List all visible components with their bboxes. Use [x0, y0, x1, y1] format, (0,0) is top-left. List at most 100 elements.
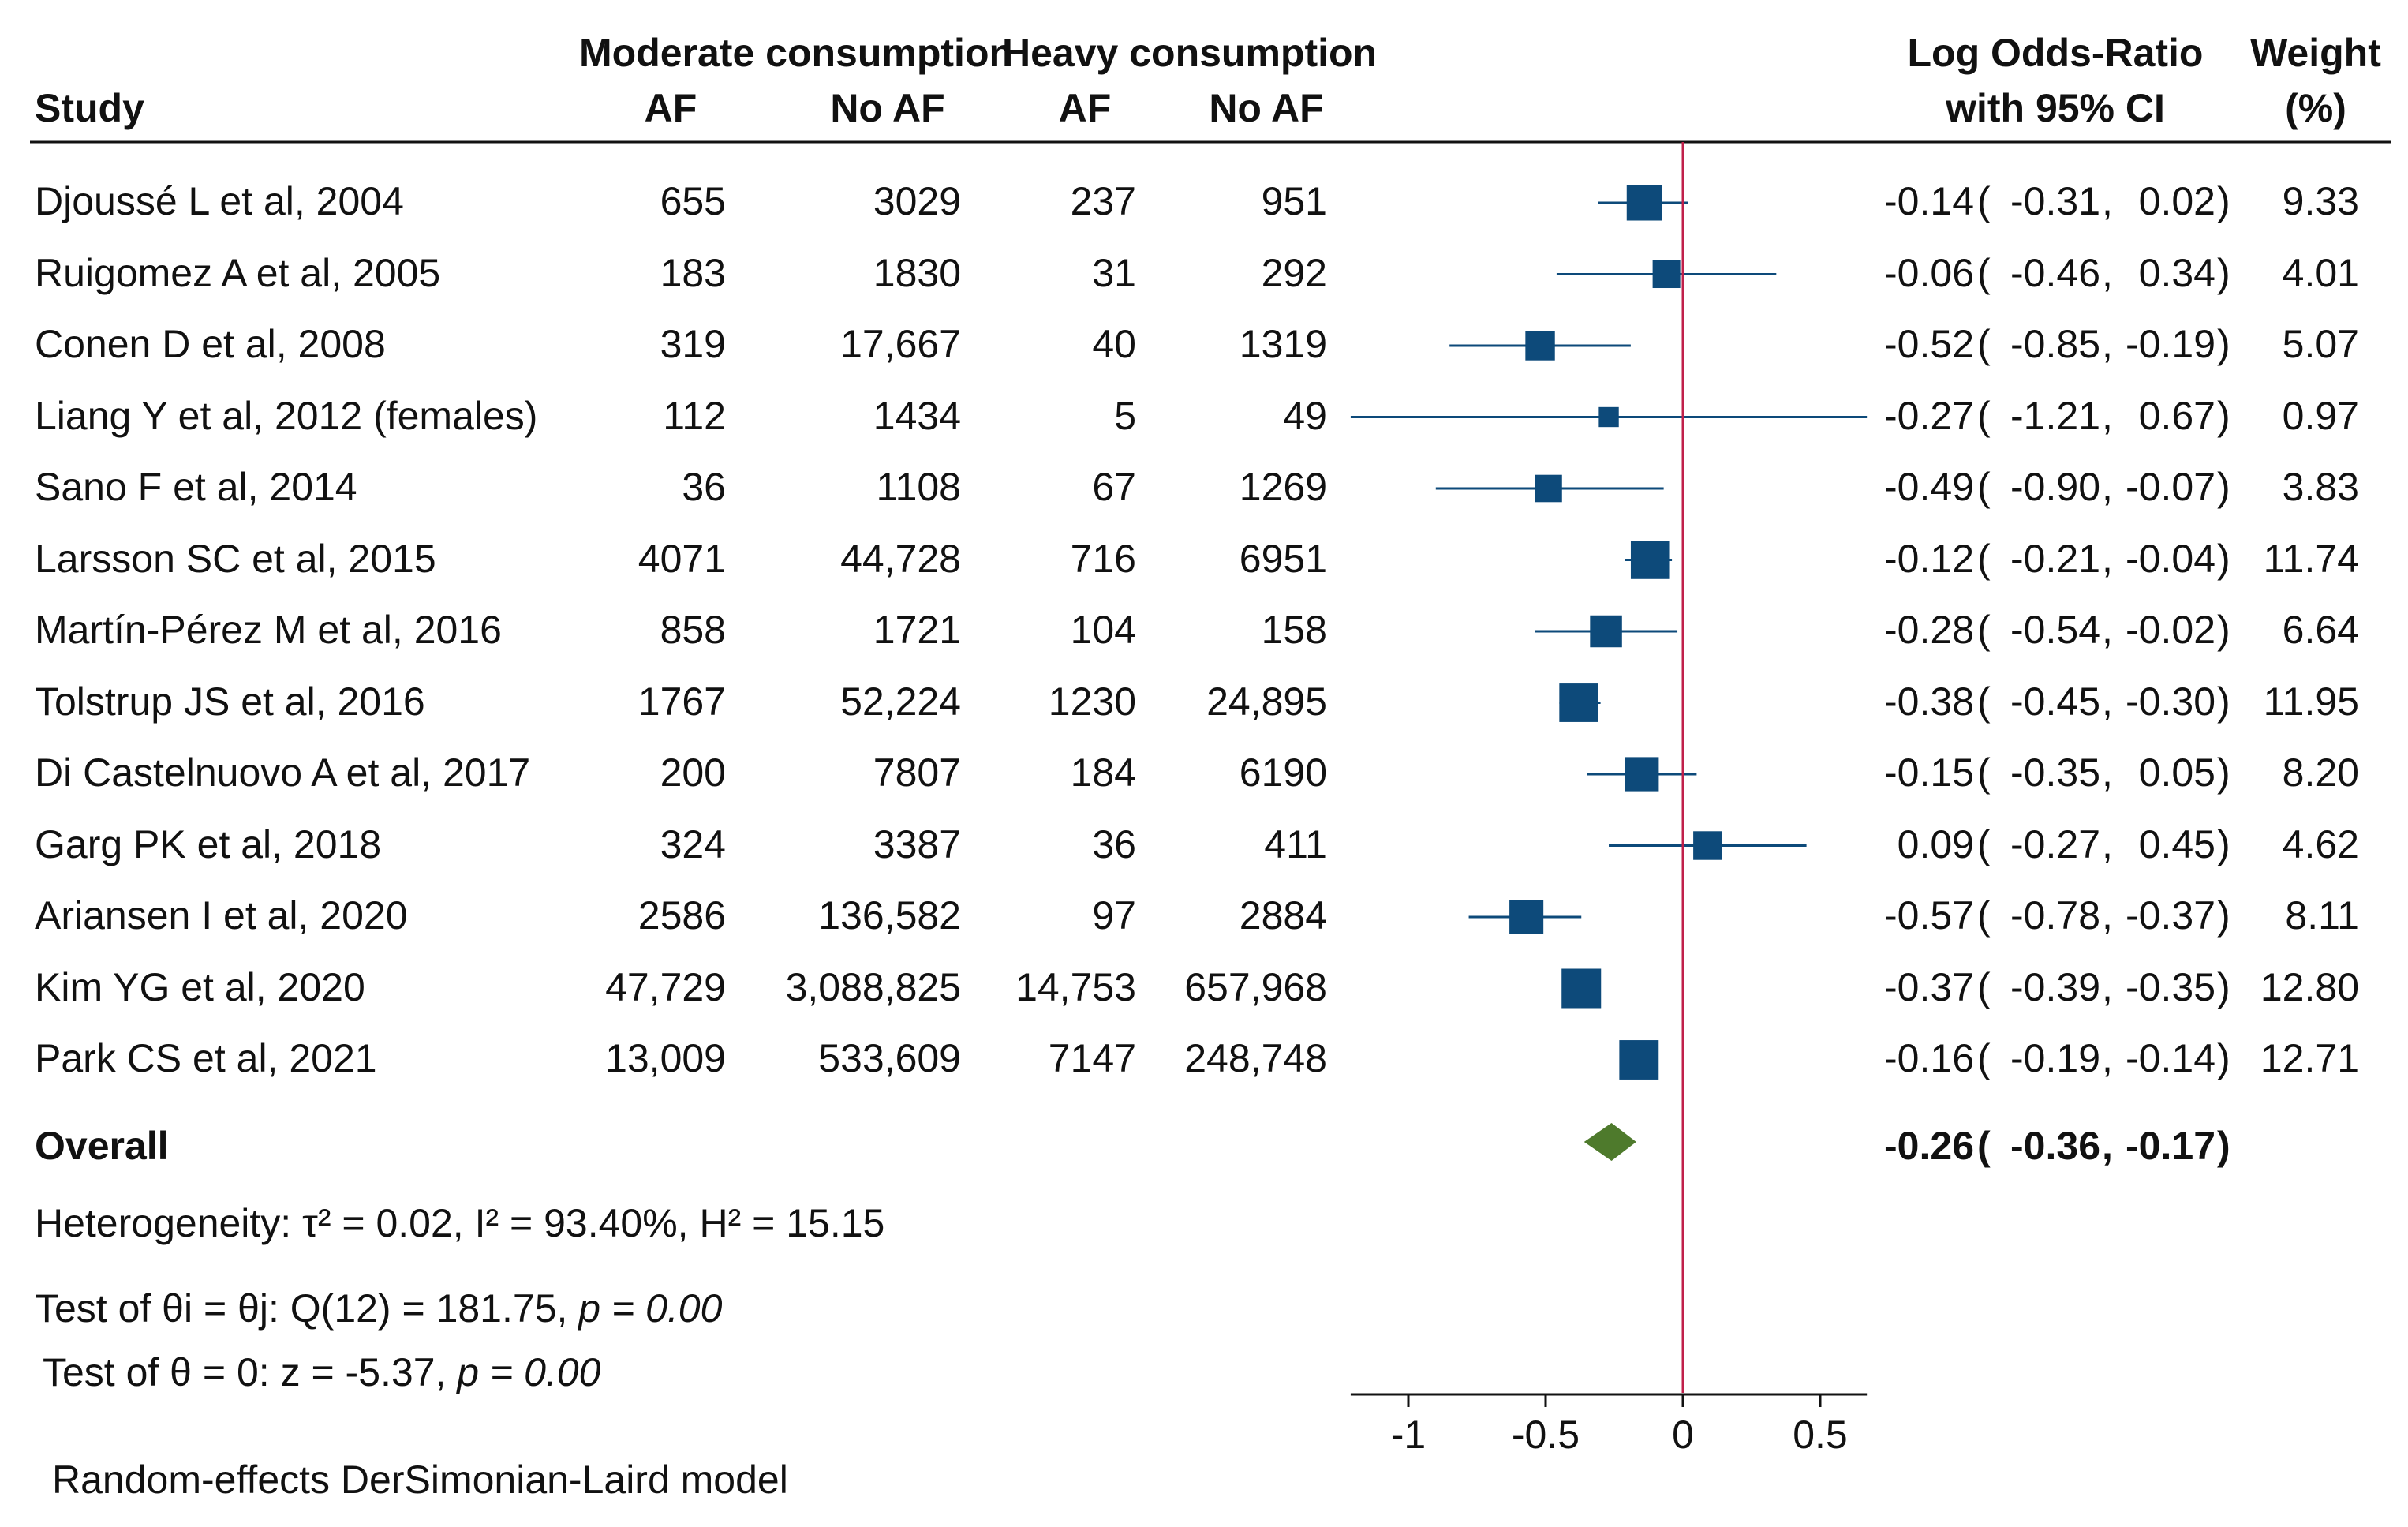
weight-header-line1: Weight — [2250, 31, 2381, 75]
effect-marker — [1619, 1040, 1659, 1080]
estimate-value: 0.09 — [1897, 822, 1974, 866]
weight-value: 5.07 — [2282, 322, 2359, 366]
ci-lower-value: -0.31 — [2010, 179, 2100, 223]
moderate-noaf-value: 533,609 — [818, 1036, 961, 1080]
heavy-af-value: 1230 — [1048, 679, 1136, 724]
weight-value: 6.64 — [2282, 608, 2359, 652]
heavy-noaf-value: 657,968 — [1184, 965, 1327, 1009]
effect-marker — [1590, 615, 1622, 648]
effect-marker — [1693, 831, 1722, 860]
x-tick-label: 0 — [1672, 1413, 1694, 1457]
heavy-noaf-header: No AF — [1209, 86, 1324, 130]
weight-value: 8.20 — [2282, 750, 2359, 795]
heavy-af-value: 5 — [1114, 394, 1136, 438]
effect-marker — [1625, 757, 1659, 792]
weight-value: 8.11 — [2285, 893, 2359, 938]
study-name: Di Castelnuovo A et al, 2017 — [35, 750, 531, 795]
overall-open-paren: ( — [1977, 1124, 1991, 1168]
weight-value: 9.33 — [2282, 179, 2359, 223]
homogeneity-test-text: Test of θi = θj: Q(12) = 181.75, — [35, 1286, 579, 1331]
effect-marker — [1561, 968, 1602, 1009]
heavy-af-header: AF — [1058, 86, 1112, 130]
overall-diamond — [1584, 1123, 1636, 1161]
moderate-noaf-value: 1108 — [876, 465, 961, 509]
moderate-af-value: 319 — [660, 322, 726, 366]
homogeneity-test-p: p = 0.00 — [578, 1286, 723, 1331]
weight-value: 4.62 — [2282, 822, 2359, 866]
ci-open-paren: ( — [1977, 465, 1991, 509]
heavy-af-value: 97 — [1092, 893, 1136, 938]
ci-lower-value: -0.85 — [2010, 322, 2100, 366]
ci-close-paren: ) — [2217, 537, 2230, 581]
moderate-af-value: 183 — [660, 251, 726, 295]
effect-marker — [1626, 185, 1662, 221]
ci-lower-value: -0.78 — [2010, 893, 2100, 938]
study-name: Ariansen I et al, 2020 — [35, 893, 408, 938]
ci-upper-value: -0.14 — [2126, 1036, 2215, 1080]
ci-comma: , — [2102, 679, 2113, 724]
heavy-af-value: 716 — [1070, 537, 1136, 581]
ci-open-paren: ( — [1977, 394, 1991, 438]
ci-upper-value: -0.19 — [2126, 322, 2215, 366]
moderate-noaf-value: 44,728 — [840, 537, 961, 581]
effect-marker — [1630, 541, 1670, 579]
ci-comma: , — [2102, 750, 2113, 795]
heavy-af-value: 36 — [1092, 822, 1136, 866]
moderate-af-value: 36 — [682, 465, 726, 509]
moderate-af-value: 4071 — [638, 537, 726, 581]
ci-comma: , — [2102, 465, 2113, 509]
moderate-noaf-value: 3,088,825 — [785, 965, 961, 1009]
effect-marker — [1598, 406, 1619, 428]
x-tick-label: -0.5 — [1512, 1413, 1580, 1457]
ci-comma: , — [2102, 394, 2113, 438]
heavy-noaf-value: 24,895 — [1206, 679, 1327, 724]
ci-comma: , — [2102, 822, 2113, 866]
ci-upper-value: 0.02 — [2138, 179, 2215, 223]
estimate-value: -0.27 — [1884, 394, 1974, 438]
heavy-af-value: 104 — [1070, 608, 1136, 652]
ci-close-paren: ) — [2217, 965, 2230, 1009]
ci-lower-value: -0.39 — [2010, 965, 2100, 1009]
moderate-af-value: 200 — [660, 750, 726, 795]
ci-close-paren: ) — [2217, 1036, 2230, 1080]
ci-open-paren: ( — [1977, 537, 1991, 581]
weight-value: 11.95 — [2263, 679, 2359, 724]
moderate-af-value: 112 — [663, 394, 726, 438]
ci-upper-value: -0.07 — [2126, 465, 2215, 509]
estimate-value: -0.57 — [1884, 893, 1974, 938]
weight-value: 11.74 — [2263, 537, 2359, 581]
effect-test-text: Test of θ = 0: z = -5.37, — [43, 1350, 458, 1394]
moderate-noaf-header: No AF — [830, 86, 945, 130]
moderate-af-value: 13,009 — [605, 1036, 726, 1080]
ci-upper-value: -0.37 — [2126, 893, 2215, 938]
heavy-noaf-value: 411 — [1264, 822, 1327, 866]
ci-lower-value: -0.54 — [2010, 608, 2100, 652]
moderate-af-value: 1767 — [638, 679, 726, 724]
effect-header-line2: with 95% CI — [1946, 86, 2165, 130]
moderate-noaf-value: 17,667 — [840, 322, 961, 366]
ci-close-paren: ) — [2217, 608, 2230, 652]
estimate-value: -0.52 — [1884, 322, 1974, 366]
heavy-af-value: 40 — [1092, 322, 1136, 366]
ci-close-paren: ) — [2217, 679, 2230, 724]
heavy-af-value: 237 — [1070, 179, 1136, 223]
ci-comma: , — [2102, 893, 2113, 938]
estimate-value: -0.49 — [1884, 465, 1974, 509]
ci-upper-value: 0.05 — [2138, 750, 2215, 795]
group-header-heavy: Heavy consumption — [1002, 31, 1378, 75]
overall-label: Overall — [35, 1124, 169, 1168]
moderate-noaf-value: 1434 — [873, 394, 961, 438]
overall-upper: -0.17 — [2126, 1124, 2215, 1168]
ci-comma: , — [2102, 537, 2113, 581]
ci-close-paren: ) — [2217, 394, 2230, 438]
ci-upper-value: 0.67 — [2138, 394, 2215, 438]
overall-comma: , — [2102, 1124, 2113, 1168]
estimate-value: -0.06 — [1884, 251, 1974, 295]
effect-header-line1: Log Odds-Ratio — [1907, 31, 2204, 75]
ci-open-paren: ( — [1977, 1036, 1991, 1080]
effect-marker — [1535, 474, 1562, 503]
ci-lower-value: -0.35 — [2010, 750, 2100, 795]
ci-close-paren: ) — [2217, 822, 2230, 866]
moderate-af-value: 324 — [660, 822, 726, 866]
